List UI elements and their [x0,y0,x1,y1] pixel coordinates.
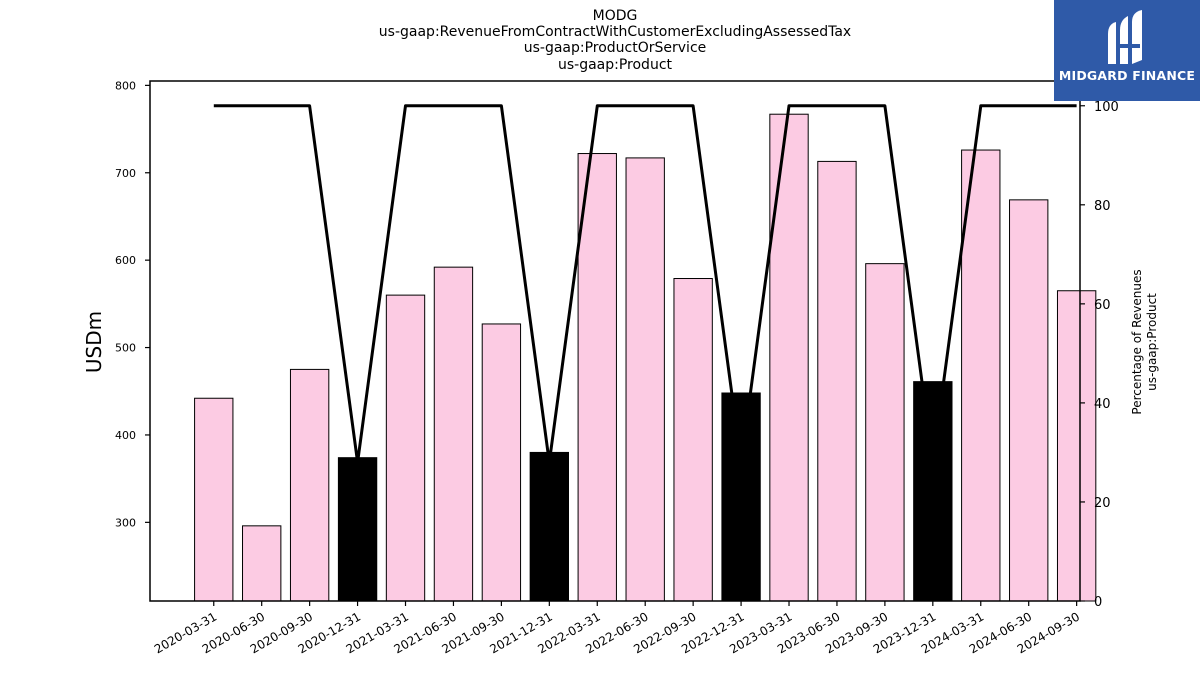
bar-2020-12-31 [337,457,378,602]
y-tick-right-label: 20 [1094,496,1111,511]
bar-2022-12-31 [721,392,761,602]
bar-2024-09-30 [1056,290,1097,602]
y-tick-left-label: 600 [115,254,136,267]
bar-2021-09-30 [481,323,522,602]
chart-title: MODG us-gaap:RevenueFromContractWithCust… [379,8,851,73]
logo-mark-icon [1108,10,1142,64]
y-tick-left-label: 800 [115,79,136,92]
y-tick-right-label: 100 [1094,100,1119,115]
title-line-4: us-gaap:Product [558,57,673,73]
bar-2023-06-30 [817,160,857,602]
bar-2024-06-30 [1009,199,1049,602]
logo-text: MIDGARD FINANCE [1058,68,1196,83]
y-axis-label-left: USDm [82,311,106,373]
y-tick-right-label: 40 [1094,397,1111,412]
bar-2020-03-31 [194,397,234,602]
y-tick-right-label: 80 [1094,199,1111,214]
title-line-3: us-gaap:ProductOrService [524,40,707,56]
y-tick-left-label: 300 [115,516,136,529]
plot-frame [149,80,1081,602]
midgard-finance-logo: MIDGARD FINANCE [1054,0,1200,101]
title-line-1: MODG [593,8,638,24]
bar-2020-06-30 [242,525,282,602]
y-tick-left-label: 400 [115,429,136,442]
bar-2021-12-31 [529,451,569,602]
y-axis-label-right-line-2: us-gaap:Product [1145,293,1159,391]
y-tick-right-label: 0 [1094,595,1102,610]
y-tick-right-label: 60 [1094,298,1111,313]
bar-2022-09-30 [673,278,713,602]
y-axis-label-right-line-1: Percentage of Revenues [1130,269,1144,414]
title-line-2: us-gaap:RevenueFromContractWithCustomerE… [379,24,851,40]
bar-series [194,113,1097,602]
bar-2023-12-31 [913,381,953,602]
bar-2023-09-30 [865,263,905,602]
percentage-line [213,104,1077,464]
bar-2021-03-31 [385,294,426,602]
bar-2022-03-31 [577,153,617,602]
bar-2021-06-30 [433,266,474,602]
y-tick-left-label: 700 [115,167,136,180]
bar-2024-03-31 [961,149,1001,602]
percentage-line-series [213,104,1077,464]
y-tick-left-label: 500 [115,342,136,355]
bar-2022-06-30 [625,157,665,602]
bar-2023-03-31 [769,113,809,602]
bar-2020-09-30 [289,368,330,602]
